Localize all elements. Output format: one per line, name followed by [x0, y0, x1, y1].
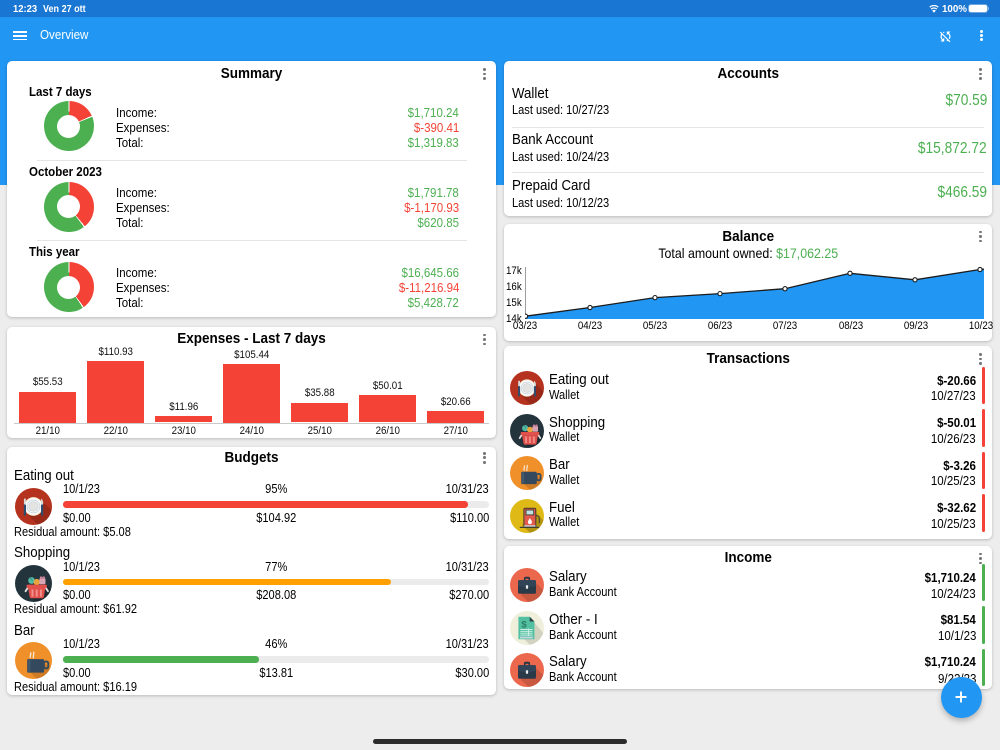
svg-text:$: $ — [521, 619, 527, 630]
